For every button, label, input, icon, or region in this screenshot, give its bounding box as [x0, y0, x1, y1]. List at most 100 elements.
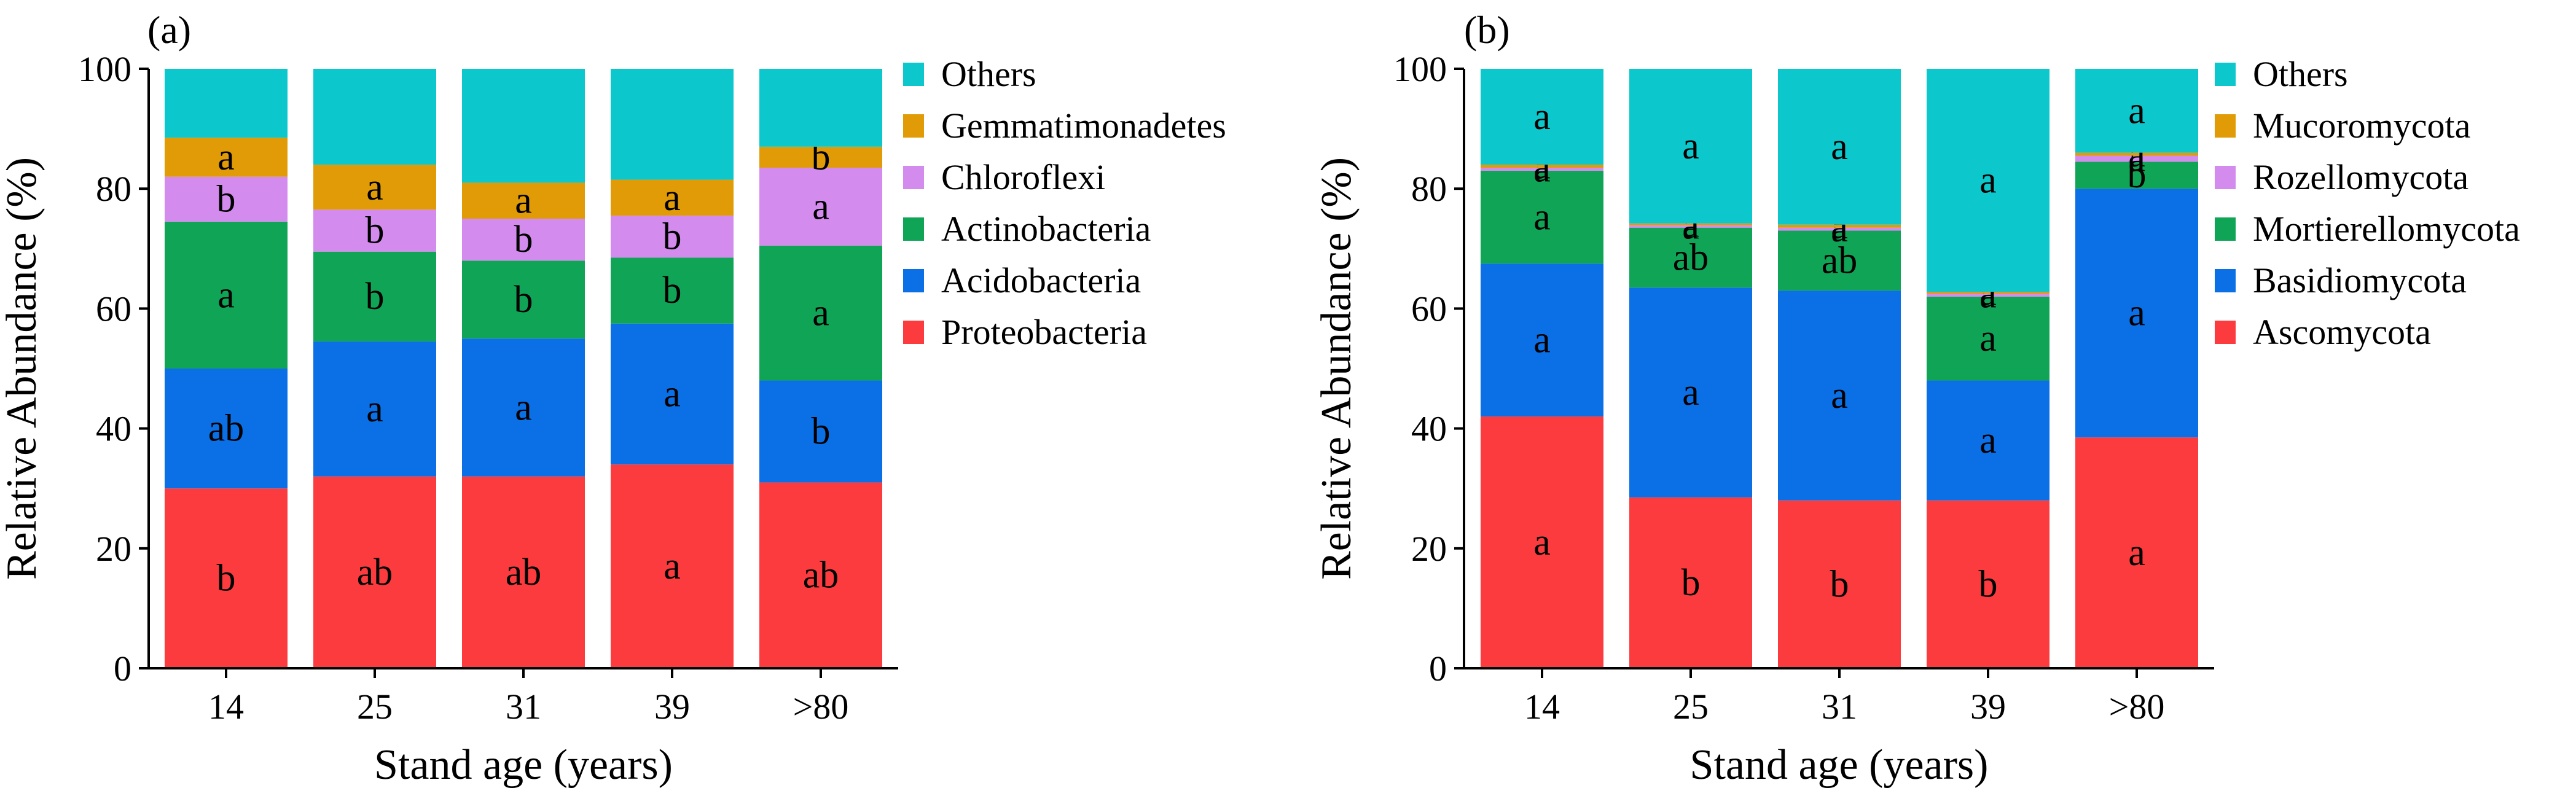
bar-segment [1778, 224, 1901, 228]
panel-label: (a) [147, 8, 191, 52]
bar-segment [1629, 287, 1752, 498]
significance-label: ab [1822, 240, 1858, 281]
bar-segment [165, 176, 288, 222]
y-tick-label: 100 [78, 49, 131, 89]
y-tick-label: 60 [1411, 289, 1447, 329]
legend-label: Others [2253, 54, 2348, 94]
legend-label: Mucoromycota [2253, 106, 2470, 146]
significance-label: a [515, 386, 532, 428]
bar-segment [165, 488, 288, 668]
bar-segment [611, 216, 734, 258]
bar-segment [165, 69, 288, 138]
legend-label: Others [941, 54, 1036, 94]
legend-label: Mortierellomycota [2253, 209, 2520, 249]
y-tick-label: 80 [96, 169, 131, 209]
bar-segment [313, 209, 436, 252]
bar-segment [313, 251, 436, 342]
x-tick-label: 14 [208, 687, 244, 727]
bar-segment [2075, 155, 2198, 162]
bar-segment [1778, 291, 1901, 501]
legend-swatch [2215, 114, 2236, 138]
bar-segment [1481, 69, 1603, 165]
x-tick-label: 25 [357, 687, 393, 727]
significance-label: ab [357, 552, 393, 593]
bar-segment [1629, 223, 1752, 225]
chart-panel-0: (a)bababa14ababba25ababba31aabba39abbaab… [0, 8, 1226, 789]
bar-segment [1927, 500, 2049, 668]
bar-segment [759, 146, 882, 168]
legend-swatch [903, 321, 924, 344]
legend-swatch [903, 114, 924, 138]
legend: Others Mucoromycota Rozellomycota Mortierel… [2215, 54, 2520, 352]
bar-segment [462, 260, 585, 339]
significance-label: b [366, 210, 385, 252]
significance-label: a [1831, 375, 1848, 416]
legend-label: Chloroflexi [941, 157, 1105, 197]
bar-segment [1629, 225, 1752, 228]
bar-segment [165, 369, 288, 489]
bar-segment [2075, 162, 2198, 189]
bar-segment [1778, 227, 1901, 231]
bar-segment [611, 179, 734, 216]
bar-segment [759, 245, 882, 381]
significance-label: a [1682, 372, 1699, 413]
significance-label: a [1533, 319, 1551, 361]
y-tick-label: 20 [96, 529, 131, 569]
bar-segment [313, 476, 436, 668]
legend-swatch [903, 166, 924, 189]
legend-swatch [2215, 217, 2236, 241]
bar-segment [1778, 500, 1901, 668]
legend-swatch [2215, 269, 2236, 292]
bar-segment [313, 342, 436, 477]
significance-label: a [1533, 521, 1551, 563]
bar-segment [462, 338, 585, 477]
significance-label: a [812, 185, 829, 227]
bar-segment [165, 138, 288, 177]
legend-swatch [2215, 321, 2236, 344]
y-tick-label: 80 [1411, 169, 1447, 209]
legend-label: Basidiomycota [2253, 260, 2467, 300]
x-tick-label: 39 [1970, 687, 2006, 727]
significance-label: a [217, 136, 235, 178]
significance-label: ab [506, 552, 542, 593]
significance-label: ab [803, 555, 839, 596]
bar-segment [462, 69, 585, 183]
significance-label: a [366, 388, 383, 430]
significance-label: a [2128, 532, 2145, 574]
y-tick-label: 40 [1411, 409, 1447, 449]
significance-label: a [664, 373, 681, 415]
bar-segment [1481, 165, 1603, 168]
significance-label: b [663, 270, 682, 311]
y-axis-title: Relative Abundance (%) [1313, 157, 1360, 580]
significance-label: b [812, 410, 831, 452]
significance-label: a [812, 292, 829, 334]
bar-segment [1629, 227, 1752, 288]
significance-label: ab [1673, 236, 1709, 278]
x-tick-label: 39 [654, 687, 690, 727]
bar-segment [1778, 230, 1901, 291]
y-tick-label: 40 [96, 409, 131, 449]
legend-label: Gemmatimonadetes [941, 106, 1226, 146]
bar-segment [1481, 170, 1603, 264]
bar-segment [1927, 296, 2049, 381]
bar-segment [2075, 69, 2198, 153]
legend: Others Gemmatimonadetes Chloroflexi Actinob… [903, 54, 1226, 352]
x-axis-title: Stand age (years) [1690, 741, 1989, 789]
bar-segment [1481, 263, 1603, 417]
legend-label: Acidobacteria [941, 260, 1141, 300]
legend-label: Rozellomycota [2253, 157, 2468, 197]
bar-segment [1629, 497, 1752, 668]
bar-segment [1927, 294, 2049, 297]
significance-label: b [217, 558, 236, 599]
bar-segment [1629, 69, 1752, 224]
bar-segment [611, 323, 734, 465]
bar-segment [313, 69, 436, 165]
significance-label: b [217, 178, 236, 220]
significance-label: b [366, 276, 385, 318]
bar-segment [1927, 292, 2049, 294]
legend-label: Actinobacteria [941, 209, 1151, 249]
legend-swatch [2215, 63, 2236, 86]
x-tick-label: >80 [2109, 687, 2165, 727]
y-tick-label: 60 [96, 289, 131, 329]
bar-segment [759, 482, 882, 668]
